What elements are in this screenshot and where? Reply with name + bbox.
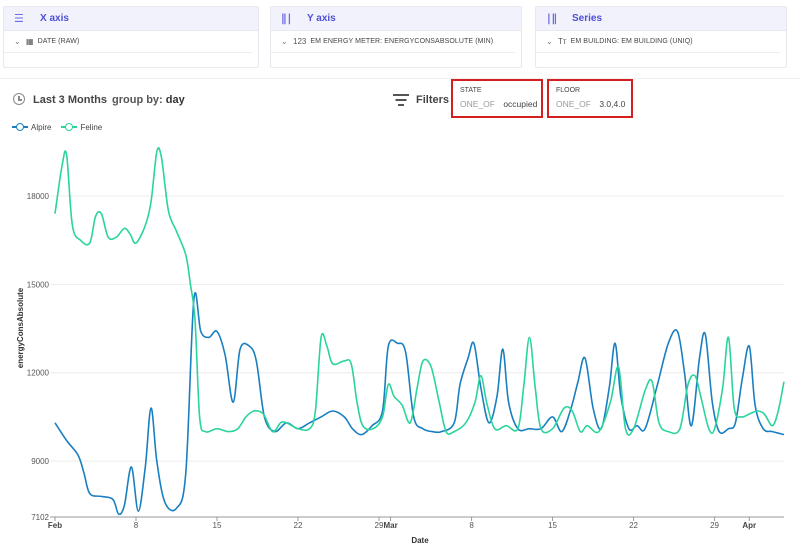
chevron-down-icon[interactable]: ⌄ [14, 37, 21, 46]
chart-series-lines [54, 147, 785, 516]
series-line-feline[interactable] [54, 147, 785, 436]
x-axis-panel[interactable]: ☰ X axis ⌄ ▦ DATE (RAW) [3, 6, 259, 68]
x-axis-ticks: Feb 8 15 22 29 Mar 8 15 22 29 Apr [48, 517, 756, 530]
numeric-bars-icon: ∥∣ [281, 13, 292, 25]
group-by-selector[interactable]: group by: day [112, 94, 185, 106]
y-tick-label: 18000 [27, 192, 50, 201]
x-tick-label: 15 [548, 521, 557, 530]
y-axis-panel-header[interactable]: ∥∣ Y axis [271, 7, 521, 31]
y-axis-title: Y axis [307, 13, 336, 24]
y-tick-label: 7102 [31, 513, 49, 522]
filters-label[interactable]: Filters [416, 94, 450, 106]
x-tick-label: 8 [134, 521, 139, 530]
text-type-icon: Tт [558, 37, 567, 46]
y-tick-label: 12000 [27, 369, 50, 378]
group-by-value: day [165, 94, 185, 106]
chevron-down-icon[interactable]: ⌄ [281, 37, 288, 46]
toolbar: Last 3 Months group by: day Filters [0, 82, 800, 118]
series-bars-icon: ∣∥ [546, 13, 557, 25]
x-axis-field-label: DATE (RAW) [37, 38, 80, 45]
filter-chip-floor[interactable]: FLOOR ONE_OF 3.0,4.0 [547, 79, 633, 118]
filter-name: STATE [460, 87, 482, 94]
legend-item-feline[interactable]: Feline [61, 122, 102, 132]
legend-item-alpire[interactable]: Alpire [12, 122, 51, 132]
x-tick-label: 22 [629, 521, 638, 530]
filter-operator: ONE_OF [460, 99, 495, 109]
legend-swatch-alpire [12, 122, 28, 132]
x-axis-label: Date [411, 536, 429, 545]
legend-label-alpire: Alpire [31, 122, 52, 132]
legend-label-feline: Feline [80, 122, 103, 132]
x-tick-label: 8 [469, 521, 474, 530]
x-tick-label: 29 [375, 521, 384, 530]
series-field-label: EM BUILDING: EM BUILDING (UNIQ) [570, 38, 693, 45]
filter-operator: ONE_OF [556, 99, 591, 109]
y-axis-label: energyConsAbsolute [16, 287, 25, 368]
group-by-label: group by: [112, 94, 163, 106]
filter-value: 3.0,4.0 [599, 99, 626, 109]
series-panel[interactable]: ∣∥ Series ⌄ Tт EM BUILDING: EM BUILDING … [535, 6, 787, 68]
filter-icon[interactable] [392, 93, 410, 107]
x-tick-label: 22 [294, 521, 303, 530]
filter-value: occupied [503, 99, 538, 109]
series-line-alpire[interactable] [54, 292, 785, 516]
x-axis-panel-header[interactable]: ☰ X axis [4, 7, 258, 31]
y-axis-field[interactable]: ⌄ 123 EM ENERGY METER: ENERGYCONSABSOLUT… [271, 31, 515, 53]
y-tick-label: 9000 [31, 457, 49, 466]
number-type-icon: 123 [293, 37, 307, 46]
x-tick-label: 15 [213, 521, 222, 530]
series-field[interactable]: ⌄ Tт EM BUILDING: EM BUILDING (UNIQ) [536, 31, 780, 53]
list-icon: ☰ [14, 13, 24, 25]
divider [0, 78, 800, 79]
chart-legend: Alpire Feline [12, 120, 112, 134]
x-tick-label: Apr [742, 521, 756, 530]
chart-grid [50, 195, 784, 462]
x-axis-field[interactable]: ⌄ ▦ DATE (RAW) [4, 31, 252, 53]
x-tick-label: Mar [383, 521, 397, 530]
calendar-icon: ▦ [26, 37, 34, 46]
y-tick-label: 15000 [27, 280, 50, 289]
y-axis-field-label: EM ENERGY METER: ENERGYCONSABSOLUTE (MIN… [310, 38, 494, 45]
y-axis-ticks: 7102 9000 12000 15000 18000 [27, 192, 50, 522]
time-range-button[interactable]: Last 3 Months [33, 94, 107, 106]
series-title: Series [572, 13, 603, 24]
clock-icon[interactable] [13, 93, 25, 105]
filter-name: FLOOR [556, 87, 581, 94]
x-tick-label: 29 [710, 521, 719, 530]
x-tick-label: Feb [48, 521, 62, 530]
y-axis-panel[interactable]: ∥∣ Y axis ⌄ 123 EM ENERGY METER: ENERGYC… [270, 6, 522, 68]
series-panel-header[interactable]: ∣∥ Series [536, 7, 786, 31]
legend-swatch-feline [61, 122, 78, 132]
filter-chip-state[interactable]: STATE ONE_OF occupied [451, 79, 543, 118]
x-axis-title: X axis [40, 13, 69, 24]
chevron-down-icon[interactable]: ⌄ [546, 37, 553, 46]
config-row: ☰ X axis ⌄ ▦ DATE (RAW) ∥∣ Y axis ⌄ 123 … [0, 0, 800, 78]
